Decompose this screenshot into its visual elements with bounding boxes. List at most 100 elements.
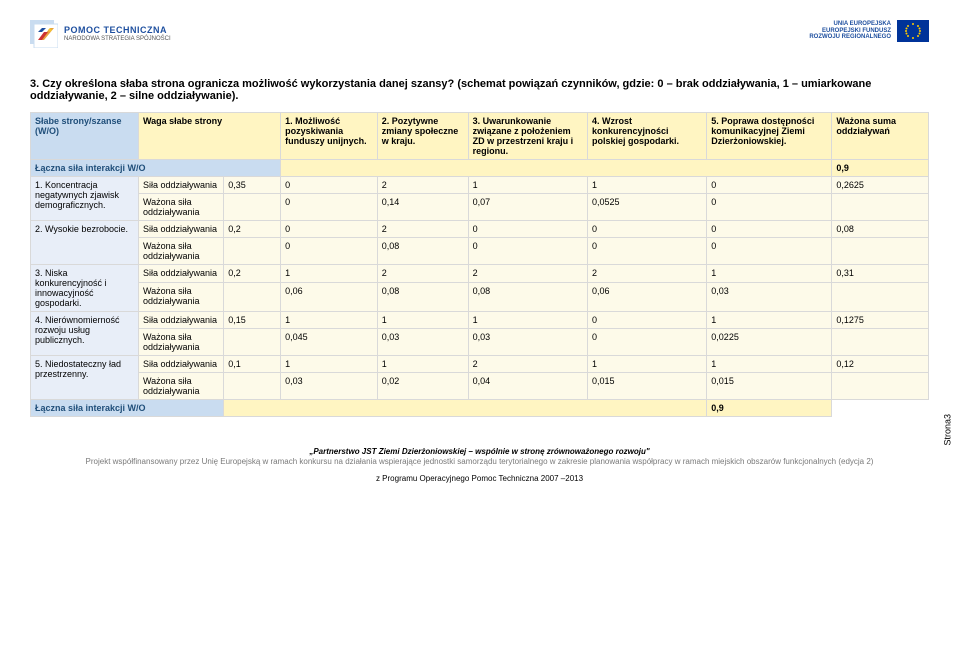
empty <box>224 400 707 417</box>
wazona-cell: 0 <box>707 238 832 265</box>
empty <box>832 329 929 356</box>
wazona-cell: 0 <box>281 238 378 265</box>
sila-cell: 0 <box>587 221 706 238</box>
total-value: 0,9 <box>832 160 929 177</box>
logo-right: UNIA EUROPEJSKA EUROPEJSKI FUNDUSZ ROZWO… <box>809 20 929 42</box>
row-label: 4. Nierównomierność rozwoju usług public… <box>31 312 139 356</box>
header-logos: POMOC TECHNICZNA NARODOWA STRATEGIA SPÓJ… <box>30 20 929 48</box>
footer-line2: Projekt współfinansowany przez Unię Euro… <box>30 457 929 467</box>
pomoc-techniczna-icon <box>30 20 58 48</box>
wazona-cell: 0 <box>587 329 706 356</box>
wazona-cell: 0,03 <box>707 283 832 312</box>
eu-flag-icon <box>897 20 929 42</box>
sum-cell: 0,12 <box>832 356 929 373</box>
sila-cell: 0 <box>281 177 378 194</box>
waga-value: 0,2 <box>224 221 281 238</box>
col-header: 1. Możliwość pozyskiwania funduszy unijn… <box>281 113 378 160</box>
wazona-cell: 0,06 <box>281 283 378 312</box>
wazona-cell: 0,08 <box>377 283 468 312</box>
page-number: Strona3 <box>943 414 953 446</box>
wazona-cell: 0,08 <box>377 238 468 265</box>
weight-col-label: Waga słabe strony <box>138 113 280 160</box>
wazona-cell: 0 <box>587 238 706 265</box>
sila-cell: 1 <box>707 265 832 283</box>
row-label: 2. Wysokie bezrobocie. <box>31 221 139 265</box>
sila-cell: 2 <box>377 221 468 238</box>
wazona-cell: 0,04 <box>468 373 587 400</box>
sila-cell: 0 <box>707 221 832 238</box>
logo-left-sub: NARODOWA STRATEGIA SPÓJNOŚCI <box>64 36 171 43</box>
wazona-cell: 0,045 <box>281 329 378 356</box>
sila-cell: 0 <box>707 177 832 194</box>
logo-left: POMOC TECHNICZNA NARODOWA STRATEGIA SPÓJ… <box>30 20 171 48</box>
sila-cell: 2 <box>587 265 706 283</box>
sila-cell: 1 <box>468 177 587 194</box>
logo-right-l1: UNIA EUROPEJSKA <box>809 21 891 28</box>
col-header: 2. Pozytywne zmiany społeczne w kraju. <box>377 113 468 160</box>
sila-cell: 1 <box>377 312 468 329</box>
wazona-cell: 0,03 <box>281 373 378 400</box>
col-header: 3. Uwarunkowanie związane z położeniem Z… <box>468 113 587 160</box>
total-value: 0,9 <box>707 400 832 417</box>
total-label: Łączna siła interakcji W/O <box>31 160 281 177</box>
sum-cell: 0,08 <box>832 221 929 238</box>
empty <box>281 160 832 177</box>
sila-cell: 1 <box>468 312 587 329</box>
sila-cell: 0 <box>468 221 587 238</box>
sila-cell: 2 <box>468 265 587 283</box>
sum-cell: 0,1275 <box>832 312 929 329</box>
empty <box>832 283 929 312</box>
wazona-cell: 0,015 <box>707 373 832 400</box>
col-header: 5. Poprawa dostępności komunikacyjnej Zi… <box>707 113 832 160</box>
row-label: 1. Koncentracja negatywnych zjawisk demo… <box>31 177 139 221</box>
wazona-label: Ważona siła oddziaływania <box>138 194 223 221</box>
total-label: Łączna siła interakcji W/O <box>31 400 224 417</box>
swot-matrix-table: Słabe strony/szanse (W/O)Waga słabe stro… <box>30 112 929 417</box>
wazona-cell: 0,07 <box>468 194 587 221</box>
sila-cell: 0 <box>281 221 378 238</box>
waga-value: 0,35 <box>224 177 281 194</box>
footer-line3: z Programu Operacyjnego Pomoc Techniczna… <box>30 474 929 484</box>
row-label: 5. Niedostateczny ład przestrzenny. <box>31 356 139 400</box>
wazona-cell: 0,06 <box>587 283 706 312</box>
empty <box>832 238 929 265</box>
waga-value: 0,1 <box>224 356 281 373</box>
wazona-cell: 0,03 <box>377 329 468 356</box>
wazona-cell: 0,0525 <box>587 194 706 221</box>
row-label: 3. Niska konkurencyjność i innowacyjność… <box>31 265 139 312</box>
wazona-cell: 0,03 <box>468 329 587 356</box>
sila-cell: 2 <box>377 177 468 194</box>
logo-left-title: POMOC TECHNICZNA <box>64 26 171 36</box>
wazona-cell: 0,14 <box>377 194 468 221</box>
sila-cell: 1 <box>281 265 378 283</box>
wazona-cell: 0 <box>468 238 587 265</box>
empty <box>224 283 281 312</box>
waga-value: 0,15 <box>224 312 281 329</box>
footer: „Partnerstwo JST Ziemi Dzierżoniowskiej … <box>30 447 929 484</box>
empty <box>224 194 281 221</box>
wazona-label: Ważona siła oddziaływania <box>138 329 223 356</box>
sum-cell: 0,31 <box>832 265 929 283</box>
footer-line1: „Partnerstwo JST Ziemi Dzierżoniowskiej … <box>30 447 929 457</box>
sila-cell: 1 <box>587 177 706 194</box>
wazona-cell: 0 <box>707 194 832 221</box>
empty <box>224 373 281 400</box>
empty <box>832 194 929 221</box>
sila-cell: 0 <box>587 312 706 329</box>
sila-label: Siła oddziaływania <box>138 356 223 373</box>
sila-label: Siła oddziaływania <box>138 265 223 283</box>
empty <box>224 329 281 356</box>
wazona-label: Ważona siła oddziaływania <box>138 373 223 400</box>
sila-label: Siła oddziaływania <box>138 177 223 194</box>
empty <box>832 373 929 400</box>
logo-right-l3: ROZWOJU REGIONALNEGO <box>809 34 891 41</box>
sila-cell: 2 <box>468 356 587 373</box>
empty <box>224 238 281 265</box>
sila-cell: 1 <box>587 356 706 373</box>
sum-cell: 0,2625 <box>832 177 929 194</box>
waga-value: 0,2 <box>224 265 281 283</box>
sila-label: Siła oddziaływania <box>138 312 223 329</box>
corner-label: Słabe strony/szanse (W/O) <box>31 113 139 160</box>
sila-cell: 1 <box>707 312 832 329</box>
sila-cell: 1 <box>281 356 378 373</box>
